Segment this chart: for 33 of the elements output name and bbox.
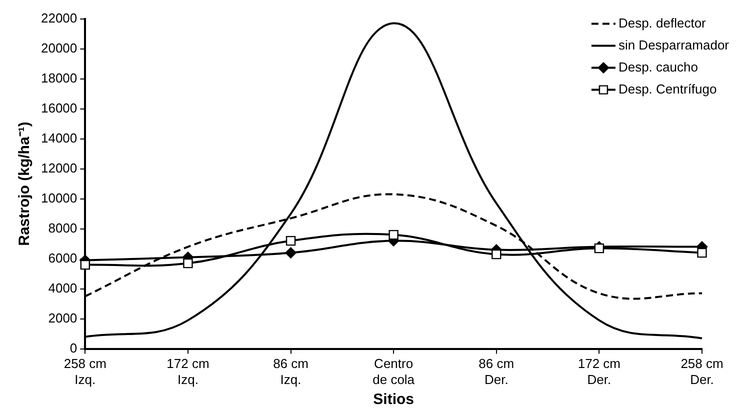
y-tick-label: 14000: [40, 130, 78, 146]
y-tick-label: 12000: [40, 160, 78, 176]
point: [388, 230, 398, 240]
x-tick-label: 258 cm Izq.: [64, 356, 106, 387]
point: [183, 258, 193, 268]
y-tick-label: 16000: [40, 100, 78, 116]
y-tick-label: 4000: [48, 280, 78, 296]
legend-label: Desp. Centrífugo: [618, 81, 717, 96]
y-tick-label: 10000: [40, 190, 78, 206]
legend-label: Desp. caucho: [618, 59, 698, 74]
y-tick-label: 22000: [40, 10, 78, 26]
y-tick-label: 6000: [48, 250, 78, 266]
y-tick-label: 0: [70, 340, 78, 356]
y-tick-label: 20000: [40, 40, 78, 56]
point: [285, 247, 296, 258]
point: [697, 248, 707, 258]
point: [594, 243, 604, 254]
y-axis-title: Rastrojo (kg/ha⁻¹): [16, 122, 34, 246]
point: [286, 236, 296, 246]
y-tick-label: 8000: [48, 220, 78, 236]
x-tick-label: 172 cm Izq.: [166, 356, 210, 387]
x-tick-label: Centro de cola: [372, 356, 416, 387]
x-tick-label: 86 cm Der.: [478, 356, 514, 387]
point: [80, 260, 90, 270]
y-tick-label: 2000: [48, 310, 78, 326]
x-tick-label: 172 cm Der.: [578, 356, 621, 387]
point: [492, 249, 502, 260]
x-tick-label: 86 cm Izq.: [273, 356, 308, 387]
y-tick-label: 18000: [40, 70, 78, 86]
legend-label: Desp. deflector: [618, 15, 707, 30]
x-axis-title: Sitios: [373, 391, 414, 408]
legend-label: sin Desparramador: [618, 37, 730, 52]
x-tick-label: 258 cm Der.: [680, 356, 724, 387]
